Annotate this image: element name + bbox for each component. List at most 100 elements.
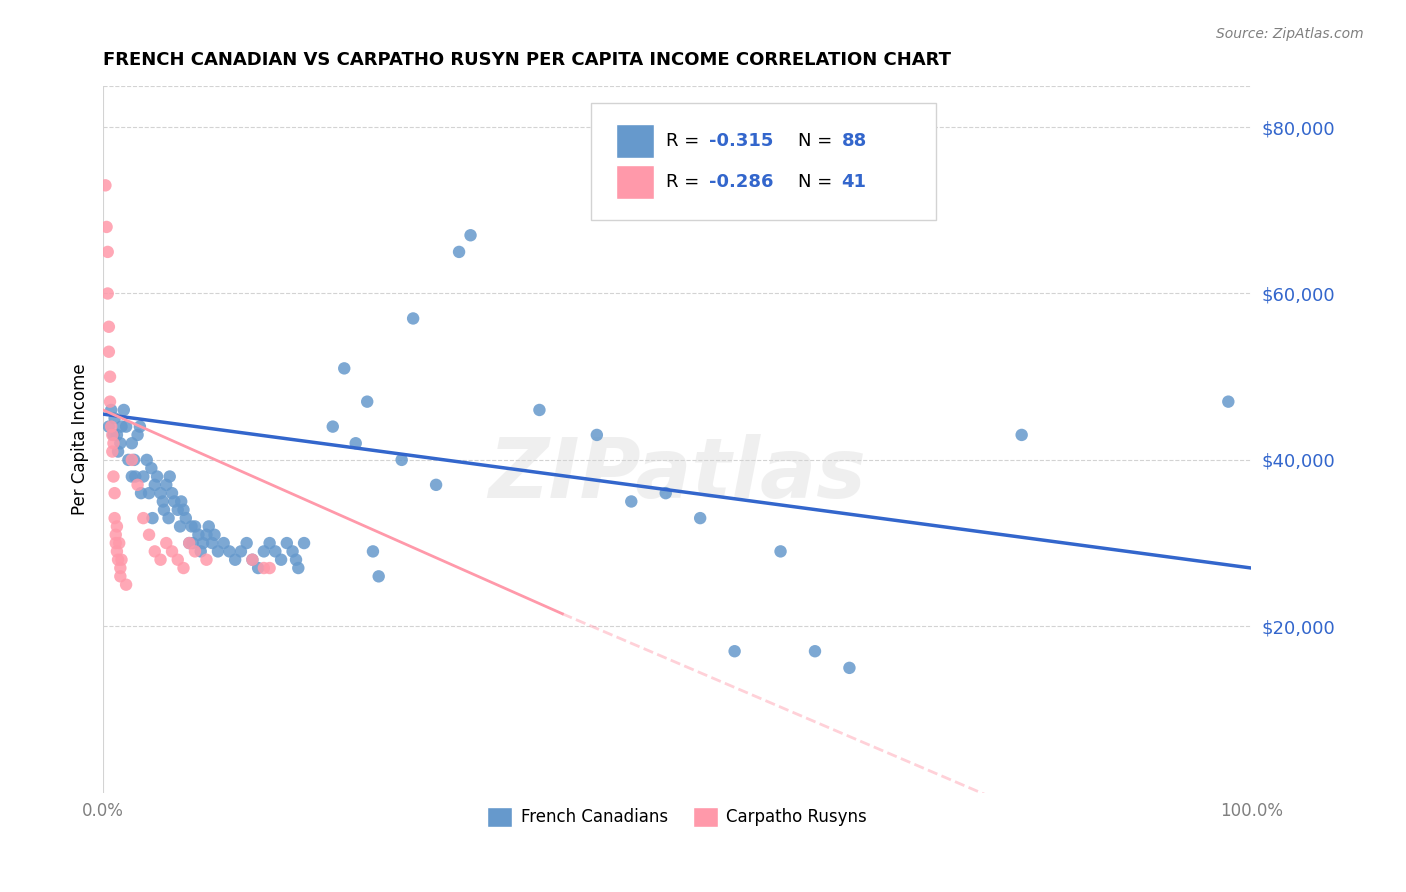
Point: [367, 569, 389, 583]
Point: [110, 561, 132, 575]
Point: [179, 536, 201, 550]
Point: [207, 544, 229, 558]
Point: [132, 469, 155, 483]
Point: [179, 536, 201, 550]
Text: Source: ZipAtlas.com: Source: ZipAtlas.com: [1216, 27, 1364, 41]
Point: [529, 403, 551, 417]
Point: [103, 428, 125, 442]
Point: [103, 436, 125, 450]
Point: [104, 528, 127, 542]
Point: [253, 561, 276, 575]
Point: [160, 544, 183, 558]
Text: ZIPatlas: ZIPatlas: [488, 434, 866, 515]
Point: [152, 494, 174, 508]
Point: [97, 244, 120, 259]
Point: [153, 503, 176, 517]
Point: [181, 536, 204, 550]
Point: [212, 536, 235, 550]
Point: [344, 436, 367, 450]
Text: 88: 88: [841, 132, 866, 150]
Point: [195, 528, 218, 542]
Point: [104, 536, 127, 550]
Point: [195, 552, 218, 566]
Point: [104, 486, 127, 500]
Point: [287, 561, 309, 575]
Point: [141, 461, 163, 475]
Point: [242, 552, 264, 566]
Point: [104, 511, 127, 525]
Text: N =: N =: [797, 173, 838, 191]
Point: [333, 361, 356, 376]
Point: [723, 644, 745, 658]
Point: [155, 478, 177, 492]
Point: [1218, 394, 1240, 409]
Bar: [616, 165, 654, 199]
Point: [253, 544, 276, 558]
Point: [132, 511, 155, 525]
Point: [170, 494, 193, 508]
Point: [264, 544, 287, 558]
Point: [259, 561, 281, 575]
Point: [115, 419, 138, 434]
Point: [229, 544, 252, 558]
Point: [184, 519, 207, 533]
Point: [356, 394, 378, 409]
Point: [110, 569, 132, 583]
Point: [96, 219, 118, 234]
Point: [402, 311, 425, 326]
Point: [169, 519, 191, 533]
Point: [166, 503, 188, 517]
Point: [101, 444, 124, 458]
Point: [143, 544, 166, 558]
Point: [104, 411, 127, 425]
Point: [654, 486, 676, 500]
Point: [447, 244, 470, 259]
Point: [187, 528, 209, 542]
Point: [98, 369, 121, 384]
Point: [173, 561, 195, 575]
Point: [173, 503, 195, 517]
Point: [769, 544, 792, 558]
Point: [107, 444, 129, 458]
Point: [110, 419, 132, 434]
Point: [159, 469, 181, 483]
Point: [180, 519, 202, 533]
Point: [292, 536, 315, 550]
Point: [94, 178, 117, 193]
Text: R =: R =: [665, 132, 704, 150]
Point: [107, 552, 129, 566]
Point: [804, 644, 827, 658]
Point: [97, 286, 120, 301]
Point: [98, 394, 121, 409]
Point: [166, 552, 188, 566]
Point: [184, 544, 207, 558]
Point: [191, 536, 214, 550]
Text: R =: R =: [665, 173, 704, 191]
Point: [127, 478, 149, 492]
Point: [163, 494, 186, 508]
Point: [103, 469, 125, 483]
Point: [128, 419, 150, 434]
Point: [143, 478, 166, 492]
Bar: [616, 124, 654, 158]
Point: [190, 544, 212, 558]
Point: [149, 552, 172, 566]
Text: 41: 41: [841, 173, 866, 191]
Point: [115, 577, 138, 591]
Point: [135, 453, 157, 467]
Point: [204, 528, 226, 542]
Point: [391, 453, 413, 467]
Point: [149, 486, 172, 500]
Point: [127, 428, 149, 442]
Point: [285, 552, 308, 566]
Point: [174, 511, 197, 525]
Point: [105, 544, 128, 558]
Point: [276, 536, 298, 550]
Point: [201, 536, 224, 550]
Point: [259, 536, 281, 550]
Point: [322, 419, 344, 434]
Point: [108, 536, 131, 550]
Text: N =: N =: [797, 132, 838, 150]
Point: [160, 486, 183, 500]
Point: [141, 511, 163, 525]
